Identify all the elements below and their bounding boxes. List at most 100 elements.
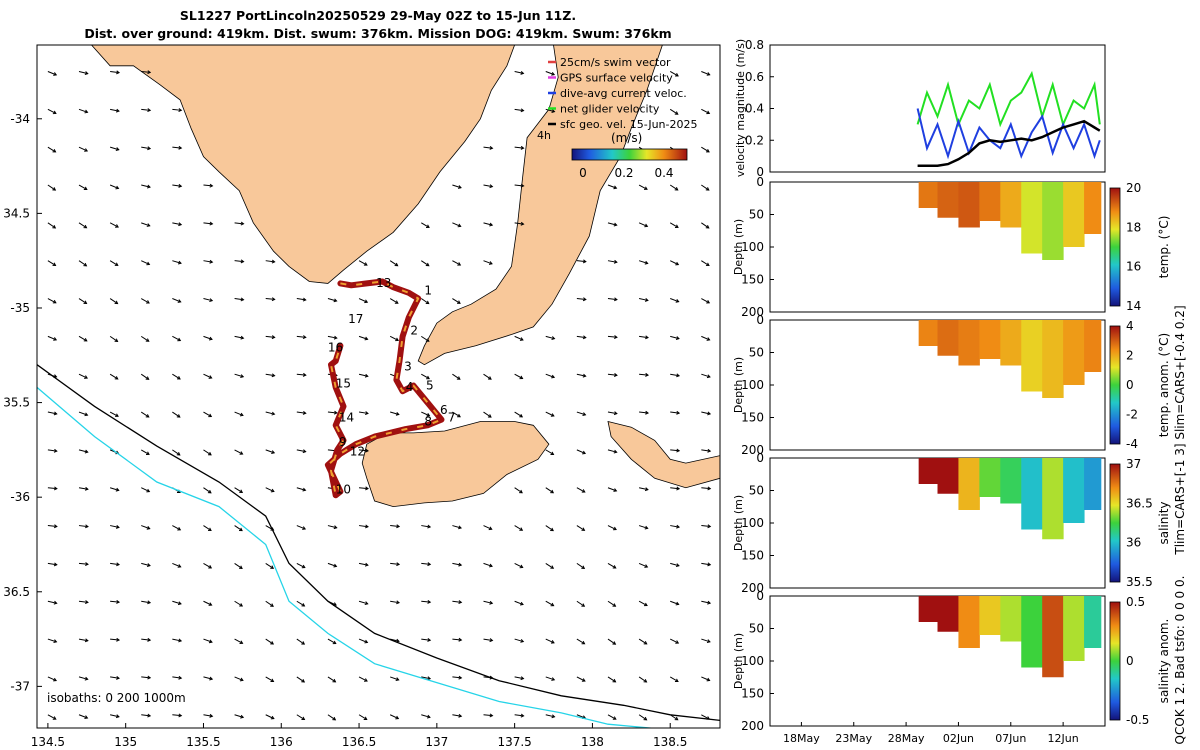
colorbar-tick-label: 0 xyxy=(1126,378,1134,392)
velocity-arrow xyxy=(670,562,680,568)
velocity-arrow xyxy=(203,676,214,681)
velocity-arrow xyxy=(296,297,307,302)
velocity-arrow xyxy=(545,562,555,569)
waypoint-9: 9 xyxy=(339,435,347,449)
velocity-arrow xyxy=(701,260,710,267)
time-x-axis: 18May 23May 28May 02Jun 07Jun 12Jun xyxy=(783,722,1079,745)
velocity-arrow xyxy=(701,524,712,529)
map-y-tick-label: 36.5 xyxy=(3,585,30,599)
velocity-arrow xyxy=(78,411,89,417)
waypoint-4: 4 xyxy=(406,380,414,394)
velocity-arrow xyxy=(109,487,120,492)
colorbar-tick-label: 35.5 xyxy=(1126,575,1153,589)
velocity-arrow xyxy=(701,222,710,229)
time-tick-label: 28May xyxy=(888,732,925,745)
velocity-arrow xyxy=(109,222,119,228)
velocity-arrow xyxy=(359,486,369,491)
velocity-arrow xyxy=(669,676,679,683)
velocity-arrow xyxy=(78,298,88,305)
velocity-arrow xyxy=(265,297,276,302)
section-column xyxy=(979,320,1001,359)
velocity-arrow xyxy=(172,675,183,680)
section-column xyxy=(1063,182,1085,247)
velocity-arrow xyxy=(234,411,244,417)
velocity-arrow xyxy=(265,562,275,569)
velocity-arrow xyxy=(234,487,244,493)
velocity-arrow xyxy=(358,524,369,529)
velocity-arrow xyxy=(670,373,681,378)
velocity-arrow xyxy=(389,260,399,267)
section-column xyxy=(1021,182,1043,254)
side-note-limits: Tlim=CARS+[-1 3] Slim=CARS+[-0.4 0.2] xyxy=(1173,305,1187,555)
velocity-arrow xyxy=(203,487,212,494)
velocity-arrow xyxy=(607,449,618,454)
section-column xyxy=(918,458,938,484)
velocity-line xyxy=(916,108,1101,160)
depth-ylabel: Depth (m) xyxy=(732,357,745,413)
section-column xyxy=(1042,320,1064,398)
section-column xyxy=(1000,182,1022,228)
velocity-arrow xyxy=(545,449,555,455)
velocity-arrow xyxy=(639,372,650,377)
velocity-arrow xyxy=(141,260,151,266)
velocity-arrow xyxy=(701,71,711,76)
velocity-arrow xyxy=(203,335,213,341)
velocity-arrow xyxy=(234,221,245,226)
colorbar-tick-label: -0.5 xyxy=(1126,713,1149,727)
velocity-arrow xyxy=(203,562,213,569)
colorbar-tick-label: 4 xyxy=(1126,319,1134,333)
velocity-arrow xyxy=(141,184,151,189)
velocity-arrow xyxy=(203,713,214,718)
velocity-arrow xyxy=(701,146,710,153)
velocity-arrow xyxy=(47,448,58,453)
colorbar-tick-label: 20 xyxy=(1126,181,1141,195)
velocity-arrow xyxy=(389,714,400,720)
velocity-arrow xyxy=(483,373,492,380)
colorbar-label: temp. anom. (°C) xyxy=(1157,333,1171,437)
velocity-arrow xyxy=(670,448,681,453)
map-x-tick-label: 135 xyxy=(114,735,137,749)
velocity-arrow xyxy=(78,146,89,152)
velocity-arrow xyxy=(78,638,89,643)
velocity-arrow xyxy=(47,260,57,266)
velocity-arrow xyxy=(78,222,88,229)
velocity-arrow xyxy=(172,298,182,303)
velocity-arrow xyxy=(140,449,150,455)
velocity-arrow xyxy=(109,335,119,342)
velocity-arrow xyxy=(607,600,617,607)
velocity-arrow xyxy=(421,599,432,604)
map-x-tick-label: 137 xyxy=(425,735,448,749)
velocity-arrow xyxy=(669,71,679,77)
velocity-arrow xyxy=(638,562,649,568)
map-x-tick-label: 135.5 xyxy=(186,735,220,749)
velocity-arrow xyxy=(607,184,618,190)
velocity-arrow xyxy=(514,487,523,494)
mainland-coast xyxy=(91,45,516,284)
velocity-arrow xyxy=(296,449,307,454)
section-column xyxy=(918,596,938,622)
velocity-arrow xyxy=(514,676,525,681)
velocity-arrow xyxy=(576,487,586,493)
map-x-tick-label: 138 xyxy=(581,735,604,749)
velocity-ylabel: velocity magnitude (m/s) xyxy=(734,39,747,177)
depth-y-tick-label: 150 xyxy=(741,687,764,701)
section-colorbar xyxy=(1109,187,1121,307)
velocity-arrow xyxy=(265,600,274,607)
map-x-tick-label: 138.5 xyxy=(653,735,687,749)
velocity-arrow xyxy=(701,373,711,379)
section-column xyxy=(1021,596,1043,668)
section-column xyxy=(979,182,1001,221)
velocity-arrow xyxy=(545,71,556,76)
velocity-arrow xyxy=(483,184,494,189)
velocity-arrow xyxy=(358,714,368,720)
section-column xyxy=(958,320,980,366)
velocity-arrow xyxy=(701,562,712,567)
title-line-2: Dist. over ground: 419km. Dist. swum: 37… xyxy=(84,26,671,41)
isobath-1000m xyxy=(37,386,657,728)
side-note-qc: QCOK 1 2. Bad tsfo: 0 0 0 0. xyxy=(1173,576,1187,745)
velocity-arrow xyxy=(265,714,275,720)
colorbar-tick-0: 0 xyxy=(579,166,587,180)
velocity-arrow xyxy=(78,373,89,379)
legend-label: 25cm/s swim vector xyxy=(560,56,671,69)
